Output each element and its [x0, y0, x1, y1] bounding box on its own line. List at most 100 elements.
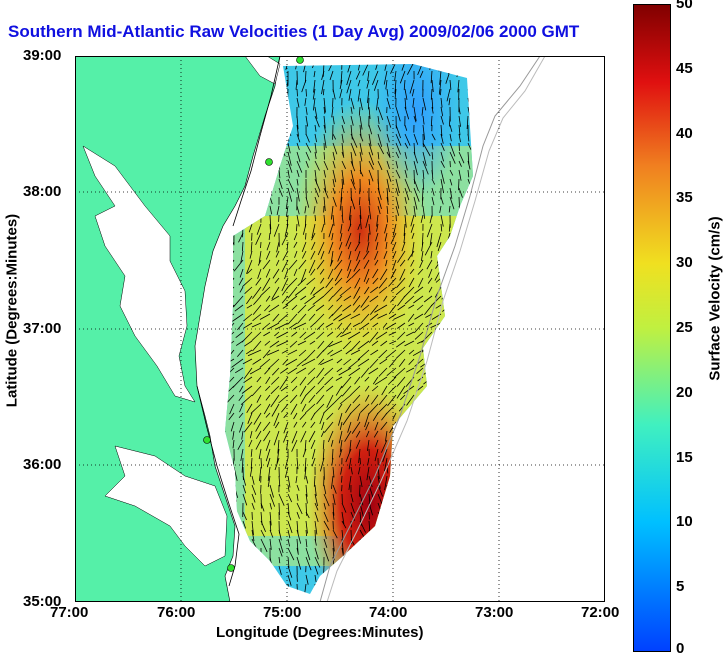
velocity-vector: [431, 169, 434, 180]
velocity-vector: [431, 142, 434, 150]
velocity-vector: [293, 421, 298, 428]
velocity-vector: [385, 349, 397, 359]
velocity-vector: [440, 151, 444, 162]
velocity-vector: [234, 367, 244, 374]
velocity-vector: [341, 160, 346, 169]
velocity-vector: [243, 322, 253, 329]
velocity-vector: [259, 358, 271, 368]
velocity-vector: [439, 70, 442, 85]
velocity-vector: [323, 421, 334, 433]
velocity-vector: [375, 331, 388, 340]
velocity-vector: [371, 385, 379, 392]
velocity-vector: [341, 178, 344, 189]
velocity-vector: [359, 475, 363, 488]
velocity-vector: [241, 457, 244, 473]
velocity-vector: [334, 277, 343, 286]
velocity-vector: [373, 79, 379, 91]
velocity-vector: [287, 277, 298, 288]
velocity-vector: [395, 340, 406, 348]
velocity-vector: [287, 529, 291, 539]
velocity-vector: [348, 358, 361, 369]
velocity-vector: [335, 376, 343, 381]
velocity-vector: [404, 142, 409, 149]
velocity-vector: [399, 259, 406, 267]
velocity-vector: [299, 376, 307, 386]
velocity-vector: [252, 358, 262, 365]
velocity-vector: [239, 286, 244, 293]
velocity-vector: [350, 493, 354, 503]
velocity-vector: [412, 97, 415, 108]
velocity-vector: [320, 430, 325, 437]
velocity-vector: [378, 277, 388, 289]
velocity-vector: [404, 169, 408, 178]
velocity-vector: [256, 376, 262, 383]
velocity-vector: [322, 88, 325, 96]
velocity-vector: [314, 529, 316, 542]
velocity-vector: [332, 169, 337, 183]
velocity-vector: [323, 160, 329, 171]
colorbar-label: Surface Velocity (cm/s): [706, 216, 724, 381]
velocity-vector: [357, 79, 361, 87]
velocity-vector: [271, 286, 280, 300]
velocity-vector: [263, 403, 271, 415]
velocity-vector: [403, 223, 406, 236]
velocity-vector: [354, 376, 361, 385]
velocity-vector: [252, 286, 262, 299]
velocity-vector: [304, 349, 316, 361]
velocity-vector: [265, 268, 271, 278]
velocity-vector: [426, 259, 433, 270]
velocity-vector: [248, 439, 253, 448]
velocity-vector: [314, 313, 325, 324]
velocity-vector: [310, 250, 316, 260]
velocity-vector: [368, 133, 372, 147]
velocity-vector: [457, 79, 460, 93]
velocity-vector: [363, 259, 370, 269]
velocity-vector: [332, 187, 336, 195]
velocity-vector: [241, 385, 253, 394]
velocity-vector: [307, 367, 316, 375]
velocity-vector: [429, 232, 433, 245]
velocity-vector: [323, 151, 325, 160]
velocity-vector: [273, 223, 280, 237]
velocity-vector: [381, 439, 388, 453]
velocity-vector: [284, 457, 289, 469]
velocity-vector: [396, 376, 406, 387]
velocity-vector: [358, 64, 361, 71]
velocity-vector: [310, 322, 316, 328]
isobath-contour: [319, 56, 541, 602]
velocity-vector: [332, 88, 336, 100]
velocity-vector: [323, 97, 326, 113]
colorbar-tick-label: 45: [676, 59, 693, 77]
velocity-vector: [317, 340, 325, 349]
velocity-vector: [255, 421, 262, 432]
velocity-vector: [404, 88, 408, 100]
velocity-vector: [235, 340, 244, 346]
velocity-vector: [392, 412, 397, 420]
velocity-vector: [332, 133, 337, 140]
velocity-vector: [343, 358, 352, 366]
velocity-vector: [440, 223, 443, 232]
velocity-vector: [251, 520, 254, 536]
velocity-vector: [287, 367, 298, 375]
velocity-vector: [379, 286, 388, 294]
velocity-vector: [377, 133, 383, 147]
velocity-vector: [256, 394, 262, 403]
velocity-vector: [301, 250, 307, 259]
y-tick: 39:00: [23, 47, 62, 64]
velocity-vector: [283, 421, 289, 434]
velocity-vector: [347, 421, 352, 433]
velocity-vector: [265, 448, 271, 462]
velocity-vector: [278, 187, 283, 197]
velocity-vector: [408, 349, 415, 355]
velocity-vector: [386, 115, 392, 128]
velocity-vector: [367, 88, 370, 104]
velocity-vector: [406, 331, 415, 337]
colorbar-gradient: [633, 4, 671, 652]
velocity-vector: [342, 340, 352, 350]
velocity-vector: [278, 556, 281, 564]
velocity-vector: [395, 178, 400, 194]
velocity-vector: [331, 232, 334, 241]
velocity-vector: [287, 520, 293, 534]
velocity-vector: [413, 196, 418, 210]
velocity-vector: [428, 286, 433, 293]
